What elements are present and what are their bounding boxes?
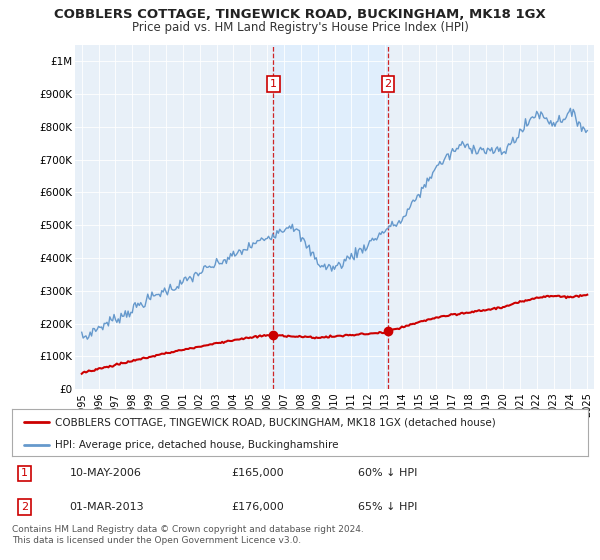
Text: 65% ↓ HPI: 65% ↓ HPI: [358, 502, 417, 512]
Text: 60% ↓ HPI: 60% ↓ HPI: [358, 468, 417, 478]
Text: COBBLERS COTTAGE, TINGEWICK ROAD, BUCKINGHAM, MK18 1GX: COBBLERS COTTAGE, TINGEWICK ROAD, BUCKIN…: [54, 8, 546, 21]
Text: £176,000: £176,000: [231, 502, 284, 512]
Text: 2: 2: [385, 79, 391, 89]
Text: £165,000: £165,000: [231, 468, 284, 478]
Bar: [274, 45, 388, 389]
Text: Contains HM Land Registry data © Crown copyright and database right 2024.
This d: Contains HM Land Registry data © Crown c…: [12, 525, 364, 545]
Text: 1: 1: [21, 468, 28, 478]
Text: Price paid vs. HM Land Registry's House Price Index (HPI): Price paid vs. HM Land Registry's House …: [131, 21, 469, 34]
Text: 10-MAY-2006: 10-MAY-2006: [70, 468, 142, 478]
Text: HPI: Average price, detached house, Buckinghamshire: HPI: Average price, detached house, Buck…: [55, 440, 338, 450]
Text: 01-MAR-2013: 01-MAR-2013: [70, 502, 144, 512]
Text: 1: 1: [270, 79, 277, 89]
Text: 2: 2: [21, 502, 28, 512]
Text: COBBLERS COTTAGE, TINGEWICK ROAD, BUCKINGHAM, MK18 1GX (detached house): COBBLERS COTTAGE, TINGEWICK ROAD, BUCKIN…: [55, 417, 496, 427]
